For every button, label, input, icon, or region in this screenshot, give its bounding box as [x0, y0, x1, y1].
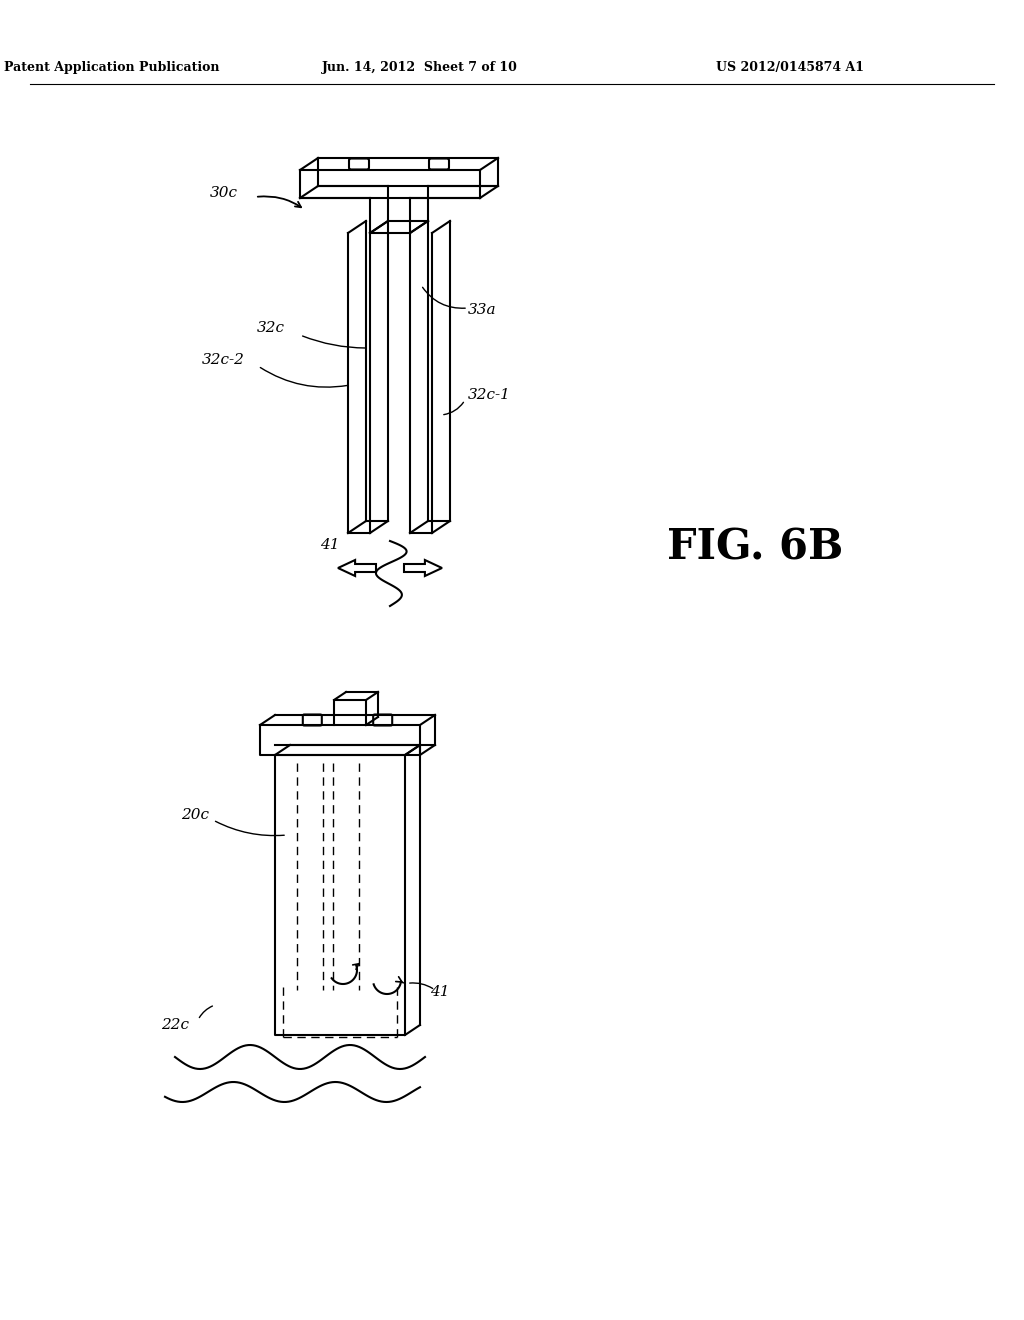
Text: Patent Application Publication: Patent Application Publication	[4, 62, 220, 74]
Text: 22c: 22c	[161, 1018, 189, 1032]
Text: 33a: 33a	[468, 304, 497, 317]
Text: 32c-1: 32c-1	[468, 388, 511, 403]
Text: 32c: 32c	[257, 321, 285, 335]
Text: 32c-2: 32c-2	[202, 352, 245, 367]
Text: Jun. 14, 2012  Sheet 7 of 10: Jun. 14, 2012 Sheet 7 of 10	[323, 62, 518, 74]
Text: 20c: 20c	[181, 808, 209, 822]
Text: 41: 41	[430, 985, 450, 999]
Text: 41: 41	[321, 539, 340, 552]
Text: FIG. 6B: FIG. 6B	[667, 527, 843, 569]
Text: 30c: 30c	[210, 186, 238, 201]
Text: US 2012/0145874 A1: US 2012/0145874 A1	[716, 62, 864, 74]
